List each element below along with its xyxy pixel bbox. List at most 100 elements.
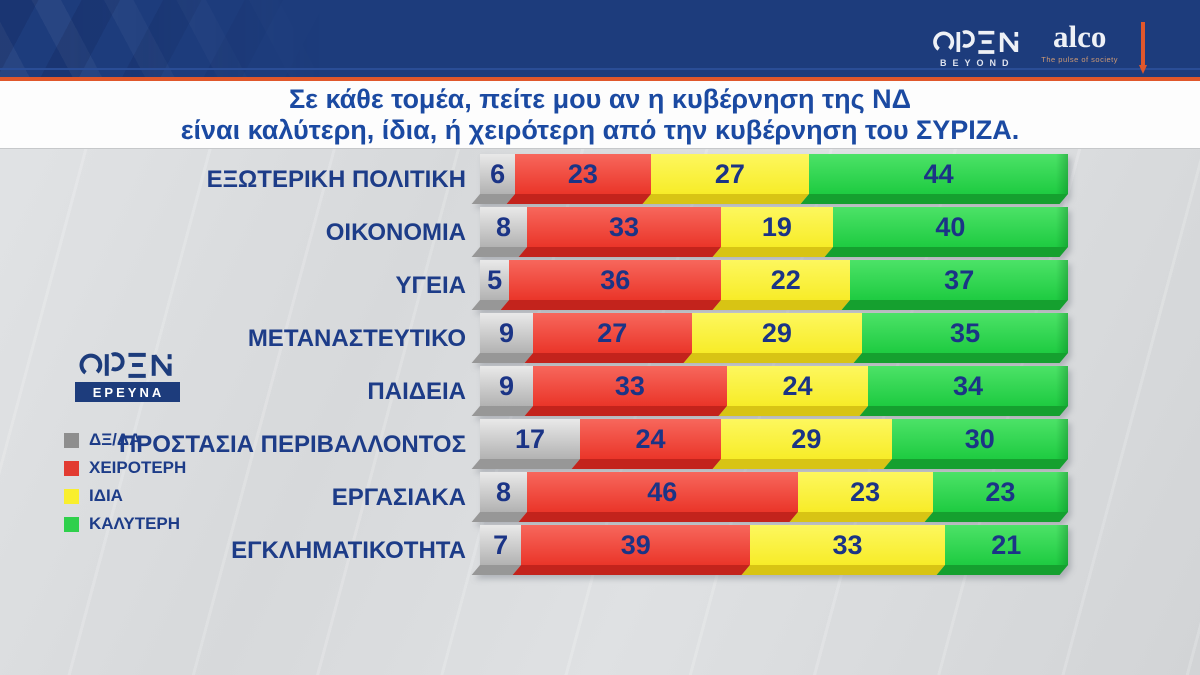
bar-bevel-segment-dk	[471, 353, 533, 363]
bar-value: 39	[620, 529, 651, 560]
legend-item-dk: ΔΞ/ΔΑ	[64, 430, 186, 450]
question-title-line1: Σε κάθε τομέα, πείτε μου αν η κυβέρνηση …	[288, 83, 912, 114]
bar-value: 34	[952, 370, 984, 401]
bar-segment-worse: 24	[579, 419, 722, 459]
header-logos: BEYOND alco The pulse of society	[933, 20, 1148, 74]
bar-value: 21	[991, 529, 1022, 560]
bar-value: 33	[832, 529, 863, 560]
legend-swatch-dk	[64, 432, 79, 448]
bar-segment-better: 44	[809, 154, 1068, 194]
category-label: ΕΓΚΛΗΜΑΤΙΚΟΤΗΤΑ	[6, 538, 480, 563]
bar-segment-same: 23	[797, 472, 933, 512]
bar-bevel-segment-worse	[571, 459, 722, 469]
bar-bevel-segment-worse	[524, 406, 727, 416]
bar-bevel-segment-same	[642, 194, 810, 204]
legend: ΔΞ/ΔΑ ΧΕΙΡΟΤΕΡΗ ΙΔΙΑ ΚΑΛΥΤΕΡΗ	[64, 430, 186, 534]
category-label: ΕΞΩΤΕΡΙΚΗ ΠΟΛΙΤΙΚΗ	[6, 167, 480, 192]
bar-segment-dk: 9	[480, 366, 533, 406]
category-label-text: ΠΑΙΔΕΙΑ	[367, 377, 466, 405]
bar-segment-same: 29	[721, 419, 892, 459]
chart-rows: ΕΞΩΤΕΡΙΚΗ ΠΟΛΙΤΙΚΗ 6 23 27 44 ΟΙΚΟΝΟΜΙΑ 8 33 19 4…	[6, 154, 1069, 578]
category-label: ΥΓΕΙΑ	[6, 273, 480, 298]
bar-value: 27	[597, 317, 628, 348]
bar-bevel-segment-same	[718, 406, 869, 416]
bar-bevel-segment-dk	[471, 459, 580, 469]
bar-value: 23	[985, 476, 1016, 507]
bar-bevel-segment-worse	[500, 300, 722, 310]
bar-value: 36	[600, 264, 631, 295]
legend-label: ΧΕΙΡΟΤΕΡΗ	[89, 458, 187, 477]
category-label: ΟΙΚΟΝΟΜΙΑ	[6, 220, 480, 245]
bar-bevel-segment-better	[924, 512, 1068, 522]
bar-bevel	[471, 194, 1068, 204]
chart-row: ΠΑΙΔΕΙΑ 9 33 24 34	[6, 366, 1068, 416]
category-label: ΠΑΙΔΕΙΑ	[6, 379, 480, 404]
bar-value: 17	[514, 423, 545, 454]
bar-bevel-segment-better	[883, 459, 1068, 469]
bar-segment-same: 29	[691, 313, 863, 353]
header-band: BEYOND alco The pulse of society	[0, 0, 1200, 77]
bar-value: 27	[714, 158, 745, 189]
bar-segment-better: 21	[944, 525, 1069, 565]
legend-label: ΙΔΙΑ	[89, 486, 123, 505]
bar-segment-worse: 27	[532, 313, 692, 353]
bar-value: 37	[944, 264, 975, 295]
question-title: Σε κάθε τομέα, πείτε μου αν η κυβέρνηση …	[0, 81, 1200, 149]
bar-bevel-segment-better	[853, 353, 1068, 363]
stacked-bar: 6 23 27 44	[471, 154, 1068, 204]
bar-segment-same: 27	[650, 154, 810, 194]
bar-bevel-segment-same	[742, 565, 945, 575]
bar-segment-worse: 46	[527, 472, 798, 512]
legend-swatch-worse	[64, 460, 79, 476]
legend-item-better: ΚΑΛΥΤΕΡΗ	[64, 514, 186, 534]
category-label: ΠΡΟΣΤΑΣΙΑ ΠΕΡΙΒΑΛΛΟΝΤΟΣ	[6, 432, 480, 457]
bar-bevel	[471, 406, 1068, 416]
bar-faces: 8 33 19 40	[480, 207, 1069, 247]
bar-value: 30	[964, 423, 995, 454]
bar-segment-dk: 8	[480, 207, 528, 247]
legend-swatch-same	[64, 488, 79, 504]
legend-label: ΔΞ/ΔΑ	[89, 430, 142, 449]
bar-segment-better: 34	[868, 366, 1068, 406]
bar-value: 24	[782, 370, 813, 401]
bar-bevel-segment-better	[859, 406, 1068, 416]
legend-label: ΚΑΛΥΤΕΡΗ	[89, 514, 181, 533]
bar-value: 29	[761, 317, 792, 348]
bar-segment-better: 40	[832, 207, 1069, 247]
bar-bevel	[471, 512, 1068, 522]
stacked-bar: 9 27 29 35	[471, 313, 1068, 363]
category-label-text: ΕΓΚΛΗΜΑΤΙΚΟΤΗΤΑ	[231, 536, 466, 564]
bar-faces: 9 27 29 35	[480, 313, 1068, 353]
bar-bevel	[471, 565, 1068, 575]
bar-bevel-segment-better	[824, 247, 1068, 257]
bar-segment-worse: 23	[515, 154, 651, 194]
bar-bevel	[471, 353, 1068, 363]
bar-value: 7	[493, 529, 509, 560]
bar-value: 6	[490, 158, 506, 189]
bar-segment-dk: 9	[480, 313, 533, 353]
open-ereyna-logo: ΕΡΕΥΝΑ	[74, 352, 180, 402]
bar-bevel-segment-worse	[524, 353, 692, 363]
category-label: ΕΡΓΑΣΙΑΚΑ	[6, 485, 480, 510]
bar-segment-better: 30	[891, 419, 1069, 459]
bar-bevel-segment-worse	[518, 247, 722, 257]
bar-value: 8	[496, 211, 512, 242]
chart-row: ΕΞΩΤΕΡΙΚΗ ΠΟΛΙΤΙΚΗ 6 23 27 44	[6, 154, 1068, 204]
orange-divider	[0, 77, 1200, 81]
bar-segment-better: 35	[862, 313, 1068, 353]
bar-segment-worse: 36	[509, 260, 722, 300]
legend-item-worse: ΧΕΙΡΟΤΕΡΗ	[64, 458, 186, 478]
legend-item-same: ΙΔΙΑ	[64, 486, 186, 506]
ereyna-badge: ΕΡΕΥΝΑ	[74, 382, 180, 402]
open-ereyna-logo-icon	[79, 352, 172, 378]
bar-bevel-segment-better	[800, 194, 1068, 204]
bar-value: 23	[850, 476, 881, 507]
open-beyond-logo: BEYOND	[933, 30, 1021, 68]
chart-row: ΜΕΤΑΝΑΣΤΕΥΤΙΚΟ 9 27 29 35	[6, 313, 1068, 363]
bar-segment-worse: 33	[527, 207, 722, 247]
bar-segment-worse: 33	[532, 366, 727, 406]
bar-segment-worse: 39	[521, 525, 751, 565]
legend-swatch-better	[64, 516, 79, 532]
bar-value: 33	[614, 370, 645, 401]
category-label-text: ΟΙΚΟΝΟΜΙΑ	[325, 218, 466, 246]
